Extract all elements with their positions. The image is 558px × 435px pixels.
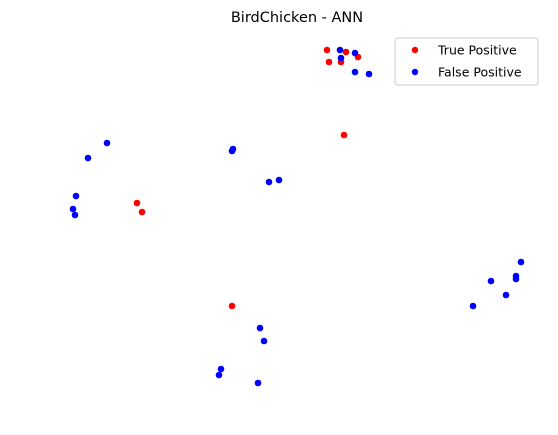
point-false-positive-17 xyxy=(487,277,495,285)
point-false-positive-9 xyxy=(275,176,283,184)
point-false-positive-19 xyxy=(469,302,477,310)
point-true-positive-8 xyxy=(228,302,236,310)
point-true-positive-6 xyxy=(133,199,141,207)
point-true-positive-1 xyxy=(342,48,350,56)
legend-frame xyxy=(394,37,539,86)
point-false-positive-12 xyxy=(69,205,77,213)
point-true-positive-7 xyxy=(138,208,146,216)
point-false-positive-20 xyxy=(256,324,264,332)
point-false-positive-5 xyxy=(103,139,111,147)
legend-marker-false-positive xyxy=(411,68,419,76)
point-false-positive-22 xyxy=(217,365,225,373)
point-false-positive-3 xyxy=(351,68,359,76)
point-false-positive-10 xyxy=(265,178,273,186)
point-true-positive-0 xyxy=(323,46,331,54)
legend-label-true-positive: True Positive xyxy=(437,43,517,58)
point-false-positive-0 xyxy=(336,46,344,54)
point-true-positive-3 xyxy=(325,58,333,66)
point-false-positive-14 xyxy=(517,258,525,266)
point-true-positive-5 xyxy=(340,131,348,139)
legend: True Positive False Positive xyxy=(394,37,539,86)
point-false-positive-24 xyxy=(254,379,262,387)
point-false-positive-2 xyxy=(337,54,345,62)
data-points xyxy=(69,46,525,387)
chart-title: BirdChicken - ANN xyxy=(231,10,363,26)
point-false-positive-1 xyxy=(351,49,359,57)
point-false-positive-16 xyxy=(512,275,520,283)
point-false-positive-8 xyxy=(228,147,236,155)
point-false-positive-6 xyxy=(84,154,92,162)
point-false-positive-18 xyxy=(502,291,510,299)
point-false-positive-13 xyxy=(71,211,79,219)
point-false-positive-23 xyxy=(215,371,223,379)
point-false-positive-4 xyxy=(365,70,373,78)
legend-marker-true-positive xyxy=(411,46,419,54)
point-false-positive-21 xyxy=(260,337,268,345)
point-false-positive-11 xyxy=(72,192,80,200)
legend-label-false-positive: False Positive xyxy=(438,65,522,80)
